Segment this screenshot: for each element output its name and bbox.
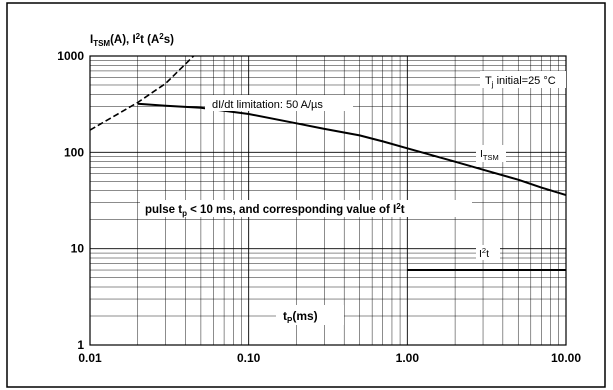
x-tick-label: 1.00 (396, 351, 420, 365)
tj-label: Tj initial=25 °C (485, 75, 556, 89)
dildt-label: dI/dt limitation: 50 A/µs (212, 99, 323, 111)
y-axis-label-mid: (A), I (110, 34, 136, 46)
tj-label-sub: j (491, 80, 494, 89)
i2t-label-sup: 2 (482, 246, 486, 255)
tj-label-bg (480, 71, 566, 88)
x-tick-label: 0.10 (237, 351, 261, 365)
pulse-label-a-sub: p (182, 209, 187, 218)
y-axis-label-sub1: TSM (93, 39, 110, 48)
pulse-label-a: pulse t (145, 204, 182, 216)
i2t-label-pre: I (479, 248, 482, 260)
i2t-label: I2t (479, 246, 489, 260)
y-axis-label-post: t (A (140, 34, 159, 46)
x-tick-label: 0.01 (78, 351, 102, 365)
x-axis-label-sub: P (287, 316, 293, 325)
x-tick-label: 10.00 (551, 351, 581, 365)
itsm-label-bg (476, 145, 506, 162)
pulse-label-b: < 10 ms, and corresponding value of I (187, 204, 396, 216)
x-axis-label-post: (ms) (292, 309, 317, 323)
x-axis-label: tP(ms) (283, 309, 318, 325)
plot-border (89, 55, 567, 346)
itsm-label-pre: I (480, 148, 483, 160)
y-axis-label: ITSM(A), I2t (A2s) (90, 32, 174, 48)
series-line (89, 55, 195, 131)
pulse-label-b-sup: 2 (396, 202, 401, 211)
i2t-label-bg (476, 245, 500, 260)
y-axis-label-sup2: 2 (159, 32, 164, 41)
y-tick-label: 10 (71, 242, 85, 256)
y-axis-label-sup: 2 (136, 32, 141, 41)
y-tick-label: 1000 (57, 49, 84, 63)
i2t-label-post: t (486, 248, 489, 260)
x-axis-label-pre: t (283, 309, 287, 323)
pulse-label: pulse tp < 10 ms, and corresponding valu… (145, 202, 405, 218)
x-axis-label-bg (276, 305, 344, 325)
y-tick-label: 1 (77, 338, 84, 352)
tj-label-post: initial=25 °C (494, 75, 556, 87)
dildt-label-bg (205, 95, 353, 111)
pulse-label-c: t (401, 204, 405, 216)
y-axis-label-end: s) (164, 34, 174, 46)
itsm-label-sub: TSM (483, 153, 499, 162)
tick-labels: 0.01 0.10 1.00 10.00 1 10 100 1000 (57, 49, 581, 365)
tj-label-pre: T (485, 75, 492, 87)
pulse-label-bg (140, 200, 472, 217)
itsm-label: ITSM (480, 148, 499, 162)
y-axis-label-pre1: I (90, 34, 93, 46)
y-tick-label: 100 (64, 145, 84, 159)
